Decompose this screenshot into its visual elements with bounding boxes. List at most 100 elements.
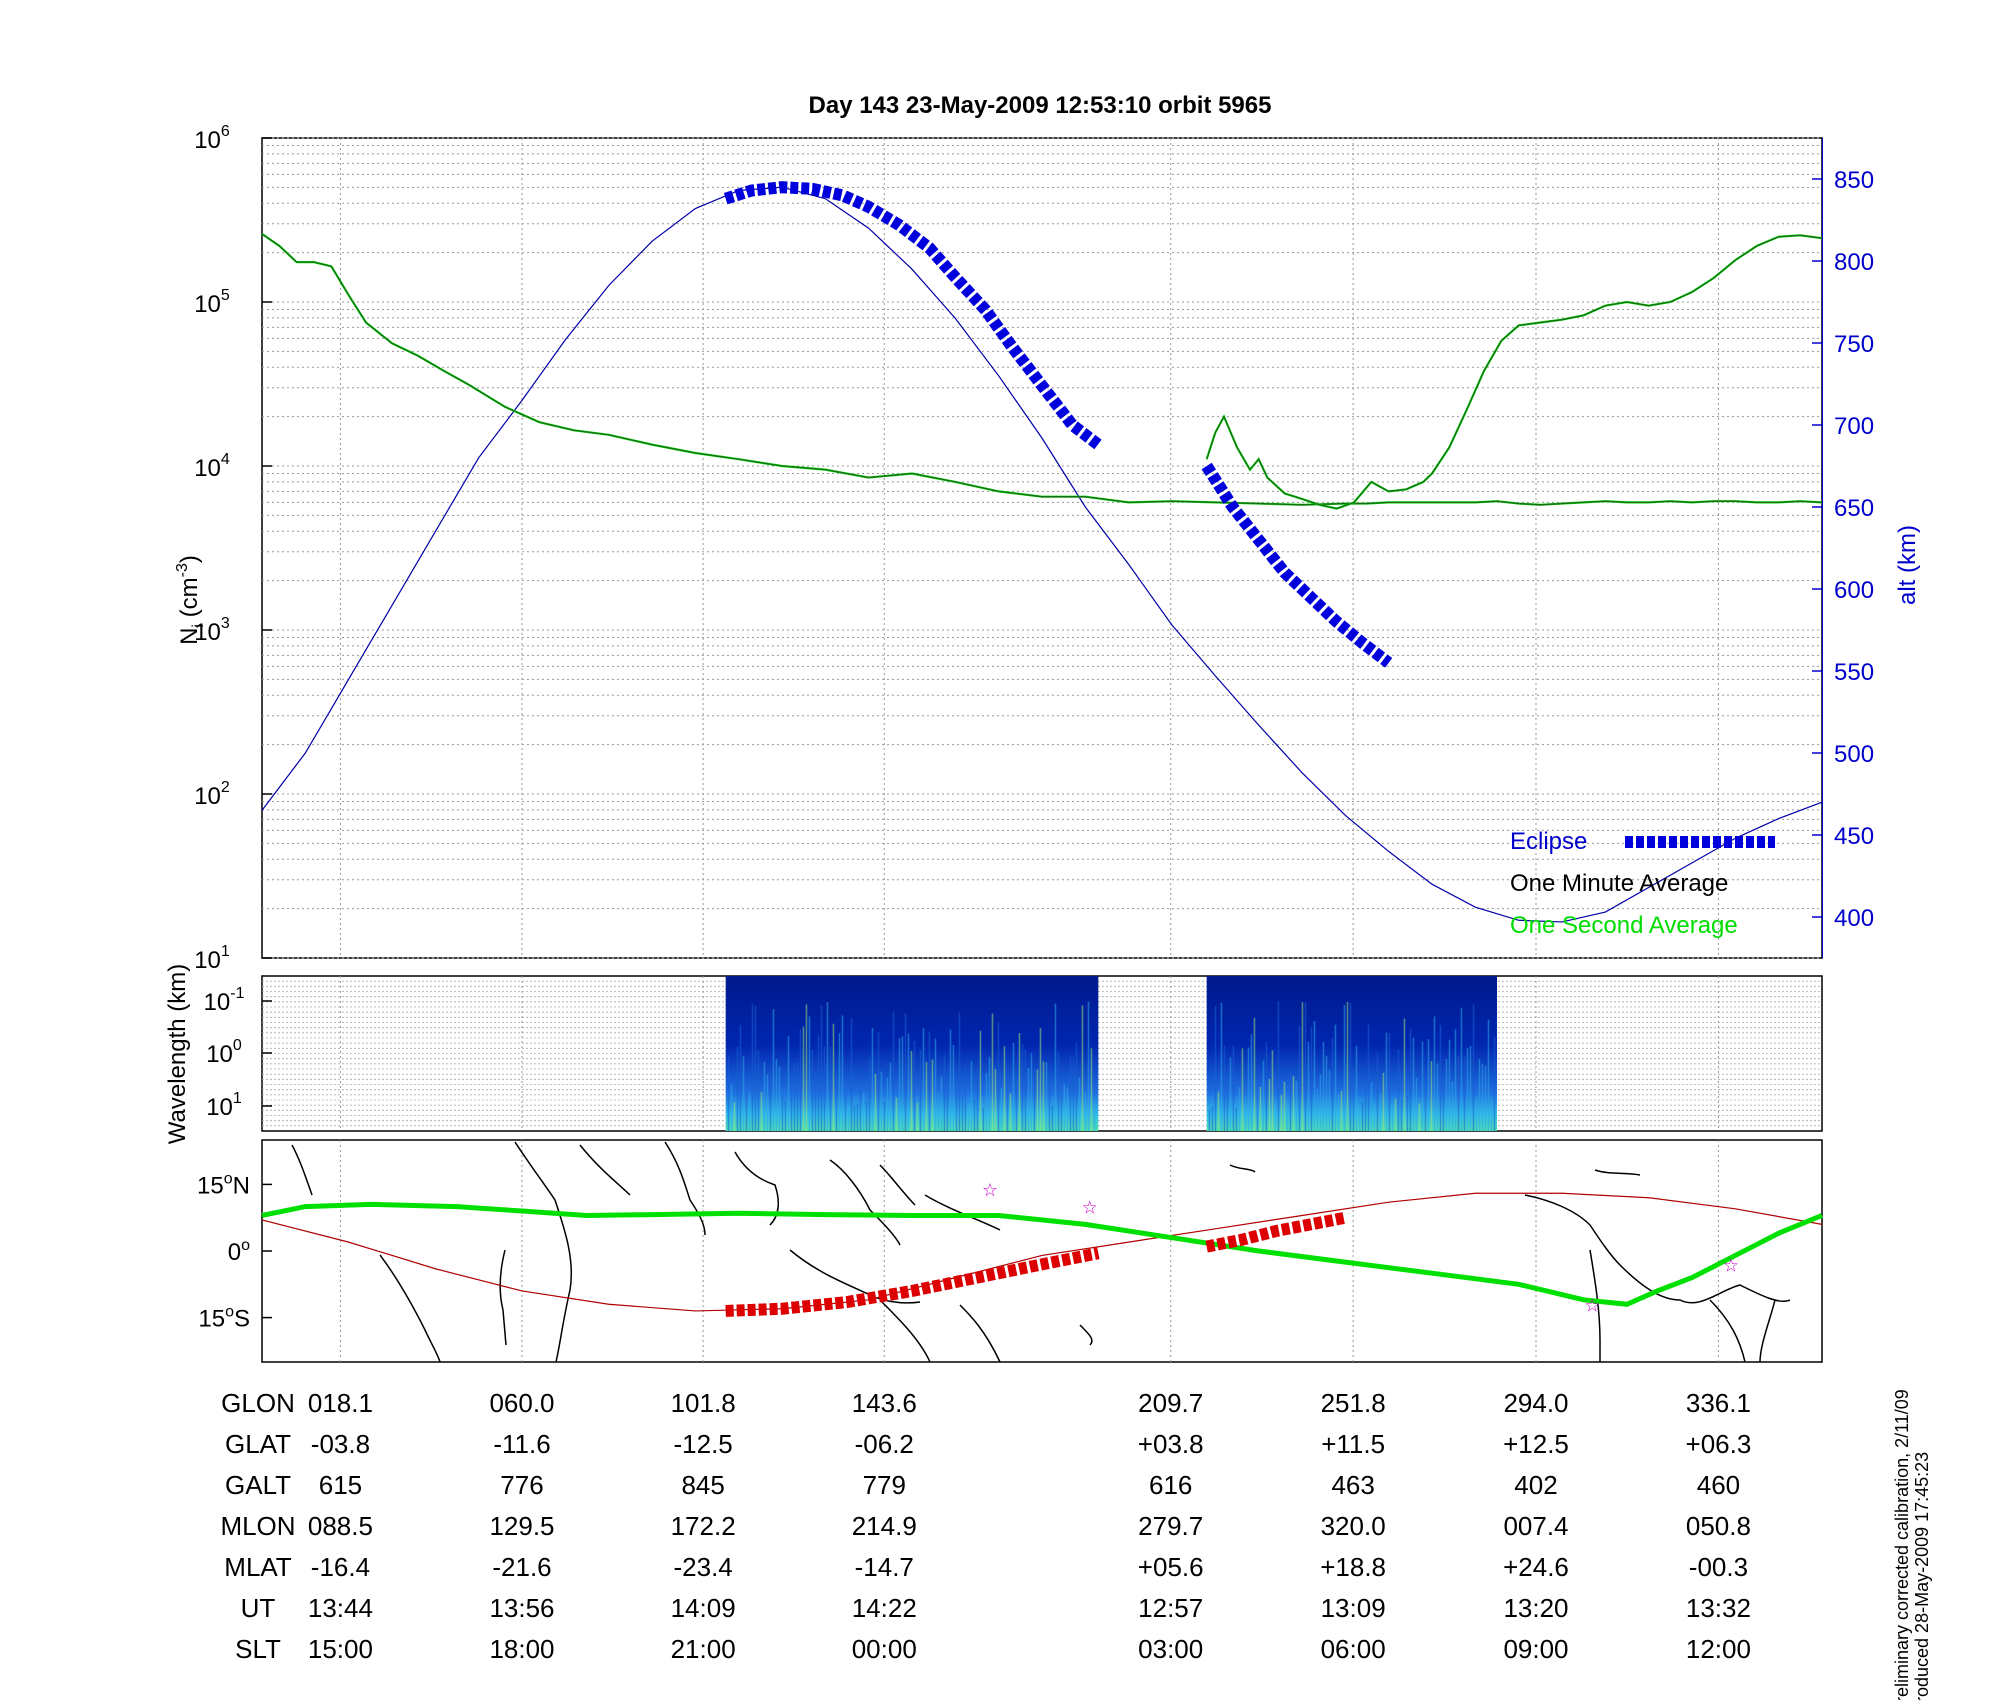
table-row-label: MLAT: [224, 1552, 292, 1582]
spectrogram-streak: [1364, 1089, 1367, 1131]
map-series: ☆ ☆ ☆ ☆: [261, 1180, 1823, 1317]
spectrogram-streak: [1304, 1002, 1307, 1131]
table-cell: +11.5: [1321, 1429, 1385, 1459]
spectrogram-streak: [937, 1092, 940, 1131]
table-row-label: SLT: [235, 1634, 281, 1664]
spectrogram-streak: [856, 1103, 859, 1131]
table-cell: 13:09: [1321, 1593, 1386, 1623]
spectrogram-streak: [1325, 1055, 1328, 1131]
spectrogram-streak: [934, 1038, 937, 1131]
spectrogram-streak: [1358, 1108, 1361, 1131]
spectrogram-streak: [1337, 1094, 1340, 1131]
table-cell: 18:00: [489, 1634, 554, 1664]
table-row-label: GLON: [221, 1388, 295, 1418]
spectrogram-streak: [931, 1059, 934, 1131]
spectrogram-streak: [940, 1076, 943, 1131]
spectrogram-streak: [1229, 1057, 1232, 1131]
spectrogram-streak: [871, 1027, 874, 1131]
spectrogram-streak: [1451, 1081, 1454, 1131]
spectrogram-streak: [1397, 1049, 1400, 1131]
table-cell: 320.0: [1321, 1511, 1386, 1541]
spectrogram-streak: [1253, 1017, 1256, 1131]
table-cell: 13:44: [308, 1593, 373, 1623]
star-icon: ☆: [1723, 1255, 1739, 1276]
spectrogram-streak: [1238, 1086, 1241, 1131]
spectrogram-streak: [958, 1012, 961, 1131]
spectrogram-streak: [844, 1092, 847, 1131]
spectrogram-streak: [730, 1084, 733, 1131]
spectrogram-streak: [1000, 1087, 1003, 1131]
spectrogram-streak: [949, 1029, 952, 1131]
spectrogram-streak: [1072, 1057, 1075, 1131]
spectrogram-streak: [973, 1099, 976, 1131]
spectrogram-streak: [1490, 1098, 1493, 1131]
spectrogram-streak: [1376, 1052, 1379, 1131]
spectrogram-streak: [1265, 1042, 1268, 1131]
spectrogram-streak: [1030, 1052, 1033, 1131]
spectrogram-y-ticks: 10-1 100 101: [204, 985, 272, 1121]
spectrogram-streak: [1400, 1099, 1403, 1131]
legend-second-label: One Second Average: [1510, 912, 1738, 939]
spectrogram-streak: [1217, 1091, 1220, 1131]
spectrogram-streak: [982, 1107, 985, 1131]
map-tick-label: 0o: [228, 1237, 250, 1266]
table-cell: 209.7: [1138, 1388, 1203, 1418]
table-cell: -03.8: [311, 1429, 370, 1459]
spectrogram-streak: [1009, 1093, 1012, 1131]
spectrogram-streak: [772, 1009, 775, 1131]
spectrogram-streak: [1331, 1037, 1334, 1131]
spectrogram-streak: [1382, 1072, 1385, 1131]
spectrogram-streak: [808, 1016, 811, 1131]
spectrogram-streak: [952, 1045, 955, 1131]
altitude-tick-label: 700: [1834, 413, 1874, 440]
spectrogram-streak: [943, 1054, 946, 1131]
spectrogram-streak: [919, 1049, 922, 1131]
table-cell: 101.8: [671, 1388, 736, 1418]
spectrogram-streak: [1427, 1039, 1430, 1131]
spectrogram-streak: [955, 1091, 958, 1131]
spectrogram-streak: [1379, 1093, 1382, 1131]
table-row-label: GLAT: [225, 1429, 291, 1459]
spectrogram-streak: [1466, 1048, 1469, 1131]
spectrogram-streak: [1424, 1090, 1427, 1131]
spectrogram-y-label: Wavelength (km): [164, 964, 191, 1145]
spectrogram-streak: [838, 1033, 841, 1131]
spectrogram-streak: [961, 1093, 964, 1131]
spectrogram-streak: [1478, 1059, 1481, 1131]
spectrogram-streak: [1391, 1106, 1394, 1131]
density-tick-label: 104: [194, 451, 230, 482]
spectrogram-streak: [1024, 1049, 1027, 1131]
spectrogram-streak: [1487, 1019, 1490, 1131]
eclipse-track-line: [1205, 1211, 1347, 1253]
spectrogram-streak: [1286, 1102, 1289, 1131]
spectrogram-streak: [1289, 1067, 1292, 1131]
spectrogram-streak: [1436, 1063, 1439, 1131]
table-cell: +06.3: [1686, 1429, 1752, 1459]
spectrogram-streak: [1295, 1080, 1298, 1131]
spectrogram-streak: [904, 1013, 907, 1131]
spectrogram-streak: [1211, 1106, 1214, 1131]
table-cell: 143.6: [852, 1388, 917, 1418]
spectrogram-streak: [1394, 1098, 1397, 1131]
table-cell: 09:00: [1503, 1634, 1568, 1664]
spectrogram-streak: [1054, 1003, 1057, 1131]
table-cell: 13:56: [489, 1593, 554, 1623]
spectrogram-streak: [1298, 1026, 1301, 1131]
density-minute-line: [1206, 234, 1823, 510]
spectrogram-streak: [811, 1050, 814, 1131]
spectrogram-streak: [820, 1005, 823, 1131]
spectrogram-streak: [1274, 1103, 1277, 1131]
spectrogram-streak: [1430, 1061, 1433, 1131]
star-icon: ☆: [982, 1180, 998, 1201]
chart-title: Day 143 23-May-2009 12:53:10 orbit 5965: [809, 92, 1272, 119]
spectrogram-streak: [1057, 1051, 1060, 1131]
spectrogram-streak: [1018, 1033, 1021, 1131]
table-cell: -12.5: [674, 1429, 733, 1459]
spectrogram-blocks: [725, 976, 1497, 1131]
table-cell: 460: [1697, 1470, 1740, 1500]
spectrogram-streak: [979, 1030, 982, 1131]
table-cell: 088.5: [308, 1511, 373, 1541]
spectrogram-streak: [928, 1031, 931, 1131]
spectrogram-streak: [1006, 1080, 1009, 1131]
